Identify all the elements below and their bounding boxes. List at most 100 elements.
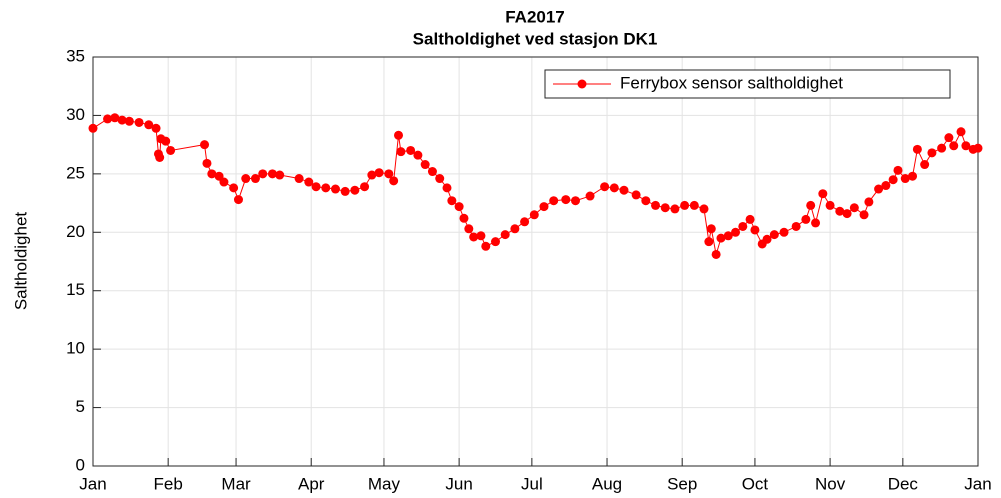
legend-marker xyxy=(577,79,587,89)
point xyxy=(704,237,714,247)
point xyxy=(258,169,268,179)
point xyxy=(151,123,161,133)
point xyxy=(956,127,966,137)
point xyxy=(275,170,285,180)
plot-frame xyxy=(92,56,979,467)
x-tick-label: Mar xyxy=(221,474,251,493)
point xyxy=(360,182,370,192)
point xyxy=(539,202,549,212)
point xyxy=(529,210,539,220)
x-tick-label: Jan xyxy=(964,474,991,493)
x-tick-label: Feb xyxy=(154,474,183,493)
point xyxy=(161,136,171,146)
point xyxy=(716,233,726,243)
point xyxy=(500,230,510,240)
point xyxy=(900,174,910,184)
x-tick-label: Jul xyxy=(521,474,543,493)
point xyxy=(762,234,772,244)
point xyxy=(912,144,922,154)
point xyxy=(311,182,321,192)
point xyxy=(874,184,884,194)
point xyxy=(459,213,469,223)
point xyxy=(134,117,144,127)
point xyxy=(207,169,217,179)
point xyxy=(571,196,581,206)
point xyxy=(103,114,113,124)
point xyxy=(791,221,801,231)
point xyxy=(723,231,733,241)
point xyxy=(464,224,474,234)
point xyxy=(420,160,430,170)
point xyxy=(219,177,229,187)
legend-label: Ferrybox sensor saltholdighet xyxy=(620,73,843,92)
point xyxy=(711,249,721,259)
point xyxy=(250,174,260,184)
point xyxy=(330,184,340,194)
point xyxy=(893,165,903,175)
point xyxy=(849,203,859,213)
point xyxy=(367,170,377,180)
point xyxy=(920,160,930,170)
point xyxy=(660,203,670,213)
point xyxy=(88,123,98,133)
chart-subtitle: Saltholdighet ved stasjon DK1 xyxy=(413,29,658,48)
x-tick-label: Apr xyxy=(298,474,325,493)
point xyxy=(321,183,331,193)
point xyxy=(769,230,779,240)
y-tick-label: 5 xyxy=(76,397,85,416)
x-tick-label: Sep xyxy=(667,474,697,493)
point xyxy=(888,175,898,185)
point xyxy=(961,141,971,151)
point xyxy=(949,141,959,151)
point xyxy=(818,189,828,199)
y-tick-label: 10 xyxy=(66,339,85,358)
point xyxy=(859,210,869,220)
x-tick-label: Oct xyxy=(742,474,769,493)
point xyxy=(631,190,641,200)
y-tick-label: 20 xyxy=(66,222,85,241)
x-tick-label: Nov xyxy=(815,474,846,493)
point xyxy=(973,143,983,153)
point xyxy=(651,200,661,210)
y-tick-label: 0 xyxy=(76,455,85,474)
point xyxy=(738,221,748,231)
point xyxy=(469,232,479,242)
point xyxy=(585,191,595,201)
point xyxy=(806,200,816,210)
point xyxy=(394,130,404,140)
point xyxy=(384,169,394,179)
point xyxy=(481,241,491,251)
chart-title: FA2017 xyxy=(505,7,565,26)
point xyxy=(520,217,530,227)
y-tick-label: 35 xyxy=(66,46,85,65)
point xyxy=(476,231,486,241)
x-tick-label: Jun xyxy=(445,474,472,493)
point xyxy=(937,143,947,153)
point xyxy=(549,196,559,206)
y-tick-label: 15 xyxy=(66,280,85,299)
point xyxy=(435,174,445,184)
point xyxy=(117,115,127,125)
point xyxy=(454,202,464,212)
y-tick-label: 25 xyxy=(66,163,85,182)
point xyxy=(229,183,239,193)
point xyxy=(396,147,406,157)
point xyxy=(447,196,457,206)
point xyxy=(750,225,760,235)
point xyxy=(200,140,210,150)
point xyxy=(801,214,811,224)
point xyxy=(609,183,619,193)
point xyxy=(304,177,314,187)
point xyxy=(619,185,629,195)
point xyxy=(267,169,277,179)
point xyxy=(202,158,212,168)
point xyxy=(641,196,651,206)
x-tick-label: Jan xyxy=(79,474,106,493)
point xyxy=(689,200,699,210)
point xyxy=(670,204,680,214)
y-tick-label: 30 xyxy=(66,105,85,124)
point xyxy=(144,120,154,130)
point xyxy=(706,224,716,234)
point xyxy=(944,133,954,143)
point xyxy=(699,204,709,214)
